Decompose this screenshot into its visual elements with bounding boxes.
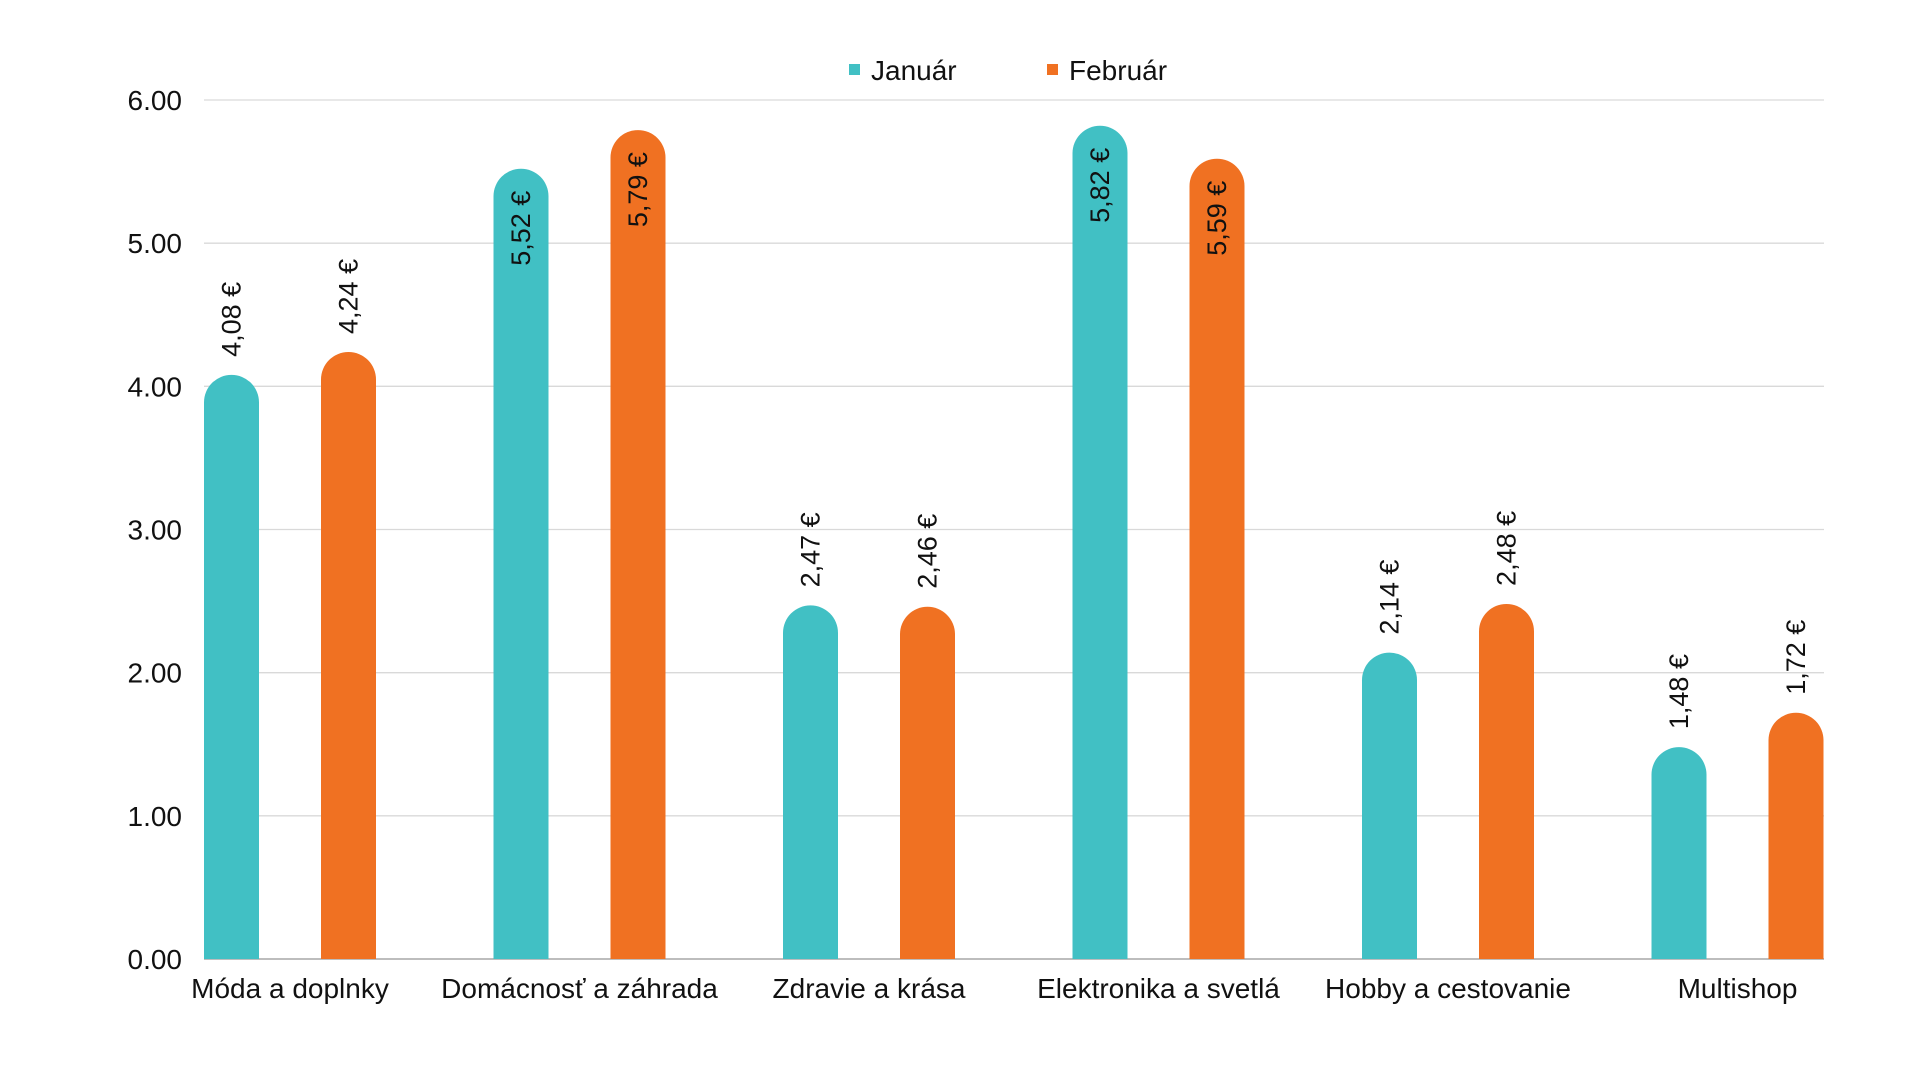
data-label: 5,52 € (506, 191, 536, 266)
data-label: 2,47 € (796, 512, 826, 587)
x-tick-label: Zdravie a krása (773, 973, 966, 1004)
y-tick-label: 1.00 (128, 801, 183, 832)
bar-januar (1072, 125, 1128, 959)
data-label: 1,48 € (1664, 654, 1694, 729)
data-label: 2,46 € (913, 514, 943, 589)
bar-februar (1189, 158, 1245, 959)
bar-januar (204, 374, 259, 959)
y-tick-label: 4.00 (128, 371, 183, 402)
data-label: 5,79 € (623, 152, 653, 227)
data-label: 2,48 € (1492, 511, 1522, 586)
data-label: 5,59 € (1202, 181, 1232, 256)
legend-marker (1047, 64, 1058, 75)
data-label: 5,82 € (1085, 148, 1115, 223)
bar-februar (321, 351, 376, 960)
x-tick-label: Móda a doplnky (191, 973, 389, 1004)
legend-label: Január (871, 55, 957, 86)
bar-januar (1651, 747, 1707, 959)
bar-februar (610, 130, 666, 959)
bar-februar (900, 606, 955, 959)
bar-februar (1479, 603, 1534, 959)
x-tick-label: Multishop (1678, 973, 1798, 1004)
data-label: 4,08 € (217, 282, 247, 357)
data-label: 1,72 € (1781, 620, 1811, 695)
y-tick-label: 5.00 (128, 228, 183, 259)
y-tick-label: 6.00 (128, 85, 183, 116)
y-tick-label: 2.00 (128, 658, 183, 689)
legend-label: Február (1069, 55, 1167, 86)
bar-januar (783, 605, 838, 959)
bar-januar (493, 168, 549, 960)
bar-februar (1768, 712, 1824, 959)
x-tick-label: Domácnosť a záhrada (441, 973, 718, 1004)
y-tick-label: 0.00 (128, 944, 183, 975)
data-label: 4,24 € (334, 259, 364, 334)
x-tick-label: Hobby a cestovanie (1325, 973, 1571, 1004)
y-tick-label: 3.00 (128, 515, 183, 546)
bar-januar (1362, 652, 1417, 959)
legend-marker (849, 64, 860, 75)
data-label: 2,14 € (1375, 560, 1405, 635)
x-tick-label: Elektronika a svetlá (1037, 973, 1280, 1004)
